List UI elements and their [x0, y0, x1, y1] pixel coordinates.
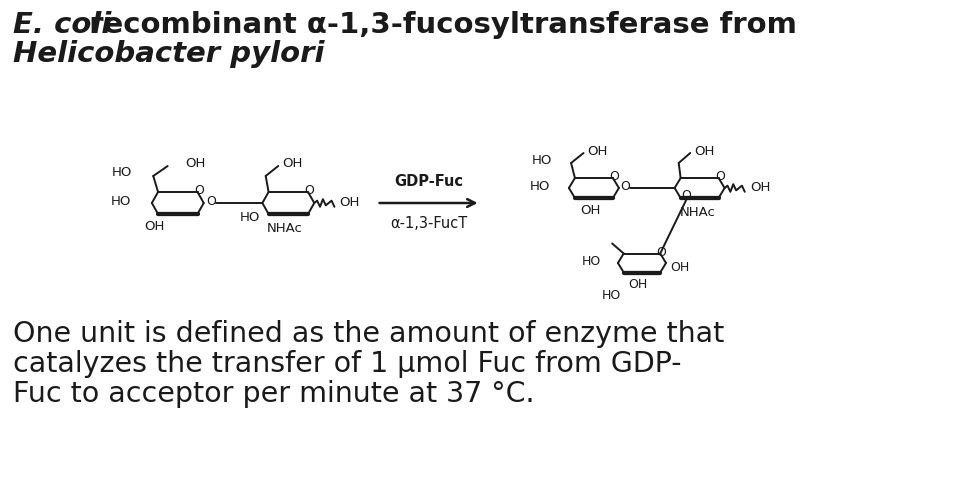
Text: O: O: [621, 179, 631, 193]
Text: recombinant α-1,3-fucosyltransferase from: recombinant α-1,3-fucosyltransferase fro…: [79, 11, 797, 39]
Text: OH: OH: [629, 278, 648, 291]
Text: O: O: [206, 195, 216, 208]
Text: One unit is defined as the amount of enzyme that: One unit is defined as the amount of enz…: [13, 320, 725, 348]
Text: α-1,3-FucT: α-1,3-FucT: [390, 216, 468, 231]
Text: OH: OH: [694, 144, 714, 157]
Text: HO: HO: [111, 165, 132, 178]
Text: OH: OH: [144, 220, 164, 233]
Text: HO: HO: [532, 153, 552, 166]
Text: OH: OH: [339, 196, 360, 209]
Text: Helicobacter pylori: Helicobacter pylori: [13, 40, 324, 68]
Text: HO: HO: [110, 195, 131, 208]
Text: HO: HO: [529, 179, 550, 193]
Text: OH: OH: [282, 156, 302, 169]
Text: OH: OH: [580, 204, 600, 217]
Text: HO: HO: [582, 254, 601, 267]
Text: catalyzes the transfer of 1 μmol Fuc from GDP-: catalyzes the transfer of 1 μmol Fuc fro…: [13, 350, 682, 378]
Text: E. coli: E. coli: [13, 11, 111, 39]
Text: OH: OH: [185, 156, 205, 169]
Text: HO: HO: [602, 289, 621, 302]
Text: NHAc: NHAc: [267, 222, 302, 235]
Text: OH: OH: [751, 180, 771, 194]
Text: OH: OH: [588, 144, 608, 157]
Text: NHAc: NHAc: [680, 206, 715, 219]
Text: O: O: [657, 246, 666, 258]
Text: O: O: [194, 183, 204, 197]
Text: O: O: [304, 183, 314, 197]
Text: O: O: [715, 169, 725, 182]
Text: HO: HO: [240, 211, 260, 224]
Text: O: O: [610, 169, 619, 182]
Text: GDP-Fuc: GDP-Fuc: [395, 174, 463, 189]
Text: Fuc to acceptor per minute at 37 °C.: Fuc to acceptor per minute at 37 °C.: [13, 380, 535, 408]
Text: O: O: [682, 189, 691, 202]
Text: OH: OH: [670, 260, 689, 273]
